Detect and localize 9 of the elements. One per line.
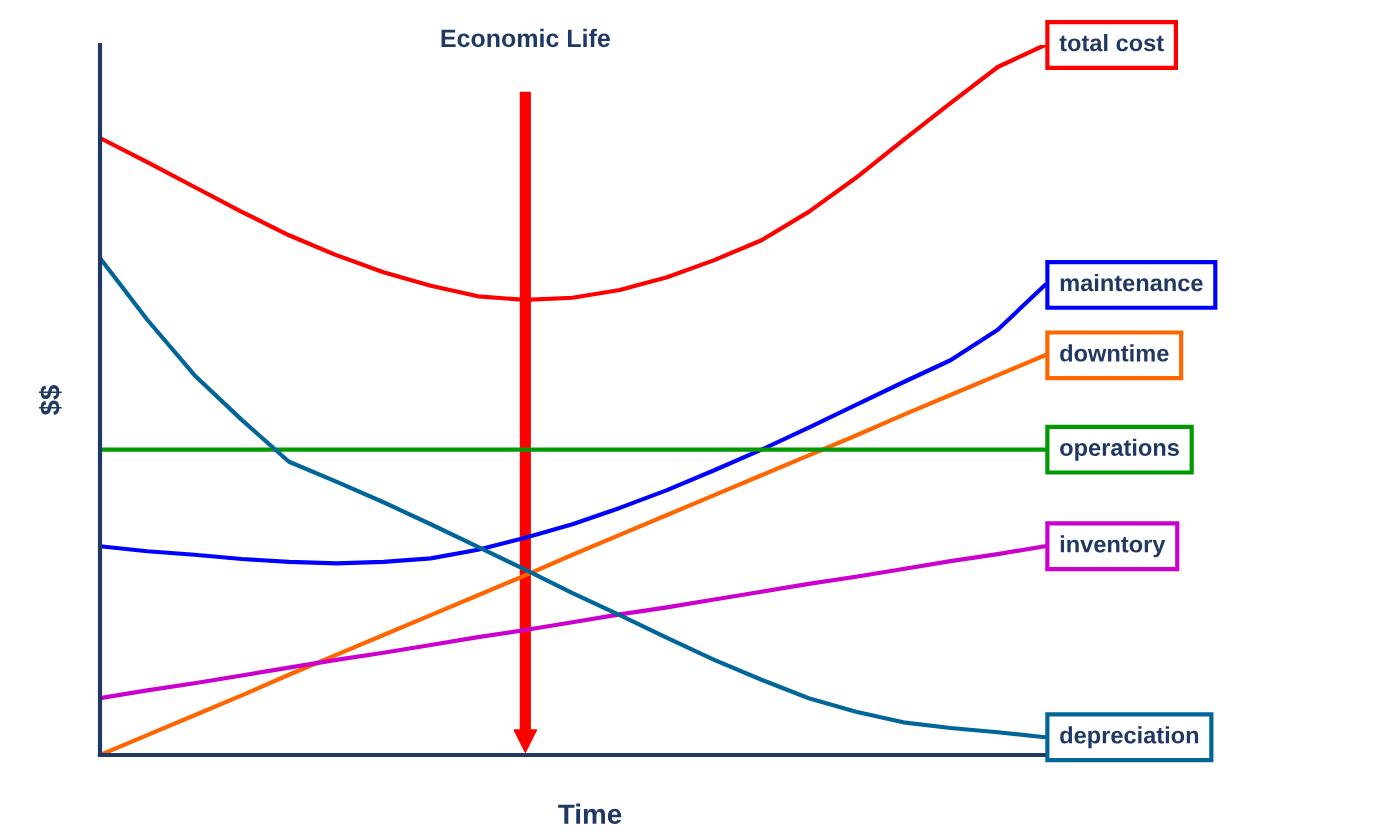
chart-title: Economic Life [441, 28, 610, 48]
series-label: inventory [1060, 535, 1166, 558]
y-axis-title: $$ [38, 384, 62, 416]
series-label: depreciation [1060, 726, 1199, 749]
series-label: downtime [1060, 344, 1169, 362]
x-axis-title: Time [558, 803, 622, 825]
series-label: total cost [1059, 34, 1164, 52]
series-label: maintenance [1060, 273, 1203, 292]
series-label: operations [1060, 438, 1179, 461]
